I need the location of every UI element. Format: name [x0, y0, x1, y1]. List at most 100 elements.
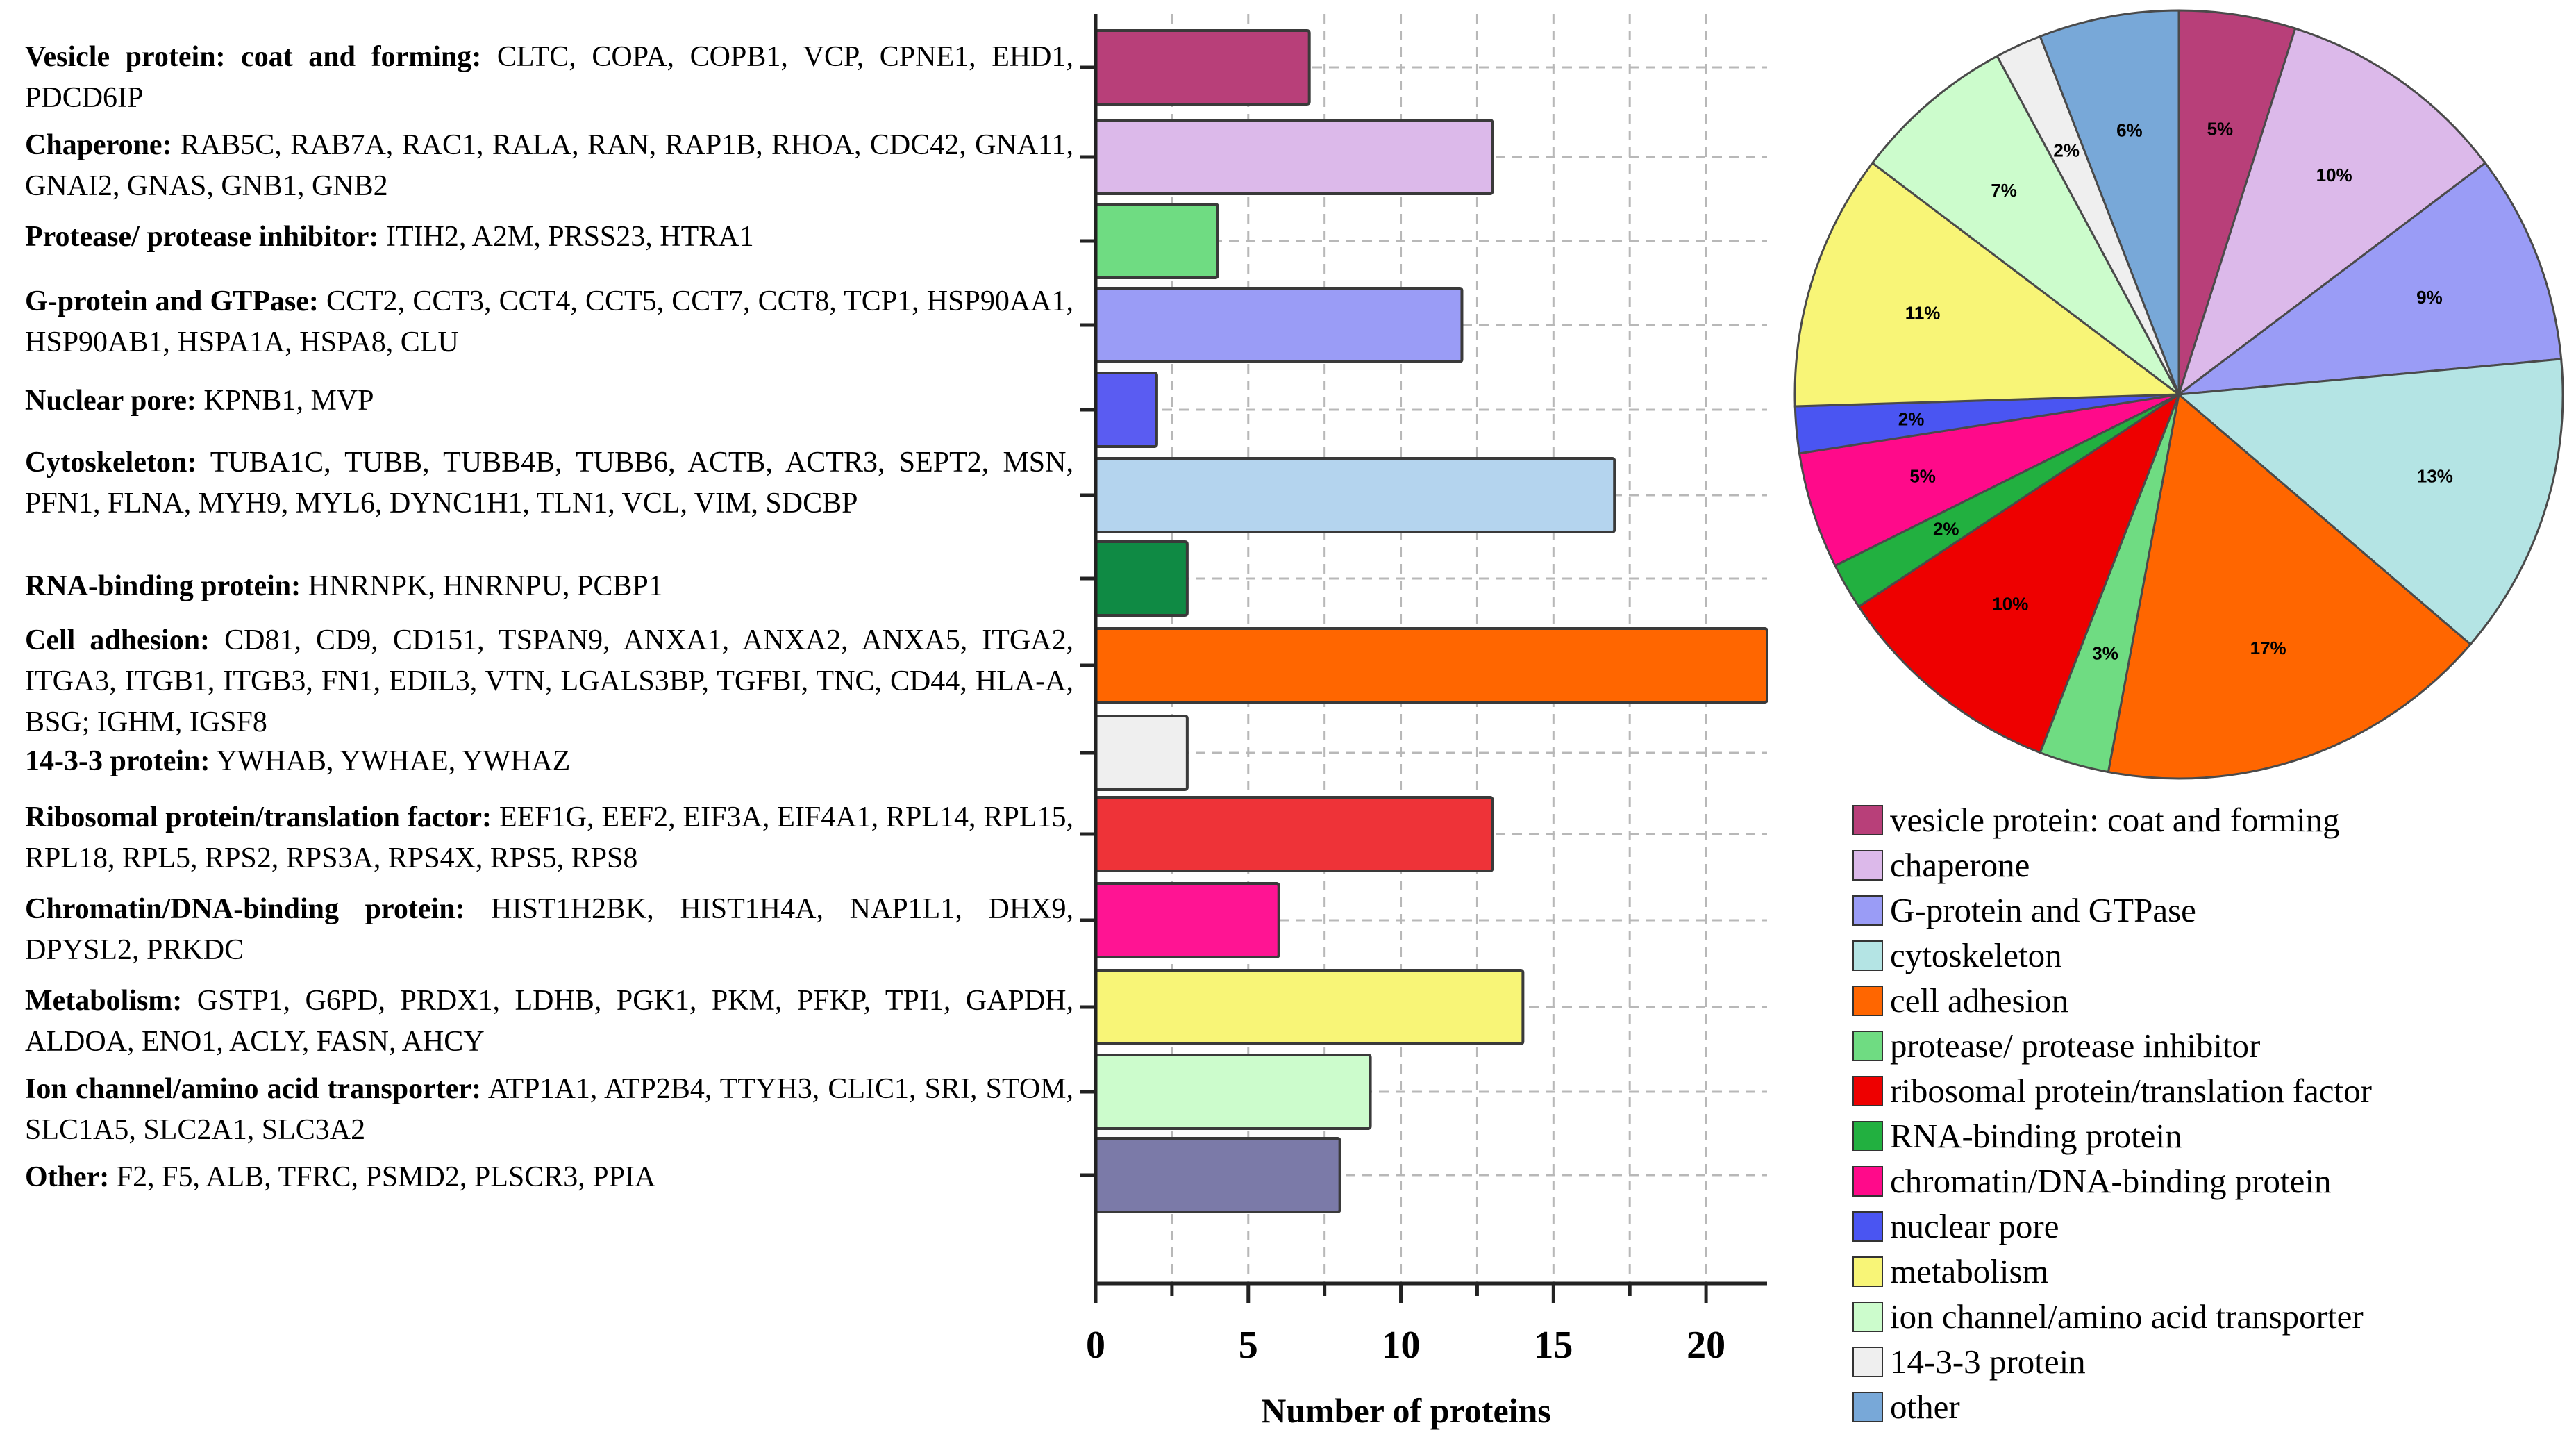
- legend-item: chaperone: [1852, 842, 2575, 888]
- category-name: Cell adhesion:: [25, 624, 210, 656]
- category-genes: ATP1A1, ATP2B4, TTYH3, CLIC1, SRI, STOM,…: [25, 1073, 1074, 1146]
- pie-slice: [2039, 9, 2180, 395]
- legend-swatch: [1852, 1391, 1883, 1422]
- category-genes: TUBA1C, TUBB, TUBB4B, TUBB6, ACTB, ACTR3…: [25, 447, 1074, 519]
- category-label: Cytoskeleton: TUBA1C, TUBB, TUBB4B, TUBB…: [25, 442, 1073, 524]
- category-label: Other: F2, F5, ALB, TFRC, PSMD2, PLSCR3,…: [25, 1157, 1073, 1198]
- legend-item: ribosomal protein/translation factor: [1852, 1068, 2575, 1113]
- pie-slice-label: 5%: [1909, 465, 1936, 486]
- x-axis-label: Number of proteins: [1261, 1391, 1551, 1430]
- legend-swatch: [1852, 1030, 1883, 1061]
- legend-label: metabolism: [1890, 1252, 2049, 1290]
- pie-slice-label: 9%: [2416, 287, 2443, 308]
- category-name: Nuclear pore:: [25, 385, 196, 417]
- legend-swatch: [1852, 1211, 1883, 1242]
- pie-slice: [2177, 27, 2487, 398]
- bar-axes: 0 5 10 15 20: [1080, 14, 1767, 1367]
- category-label-panel: Vesicle protein: coat and forming: CLTC,…: [0, 0, 1083, 1320]
- category-name: Chromatin/DNA-binding protein:: [25, 893, 465, 925]
- pie-slice-label: 3%: [2092, 642, 2118, 663]
- category-label: Vesicle protein: coat and forming: CLTC,…: [25, 37, 1073, 119]
- pie-slice-label: 7%: [1991, 180, 2017, 201]
- legend-label: chaperone: [1890, 846, 2030, 884]
- category-name: G-protein and GTPase:: [25, 285, 319, 317]
- legend-item: vesicle protein: coat and forming: [1852, 797, 2575, 842]
- category-label: Chromatin/DNA-binding protein: HIST1H2BK…: [25, 889, 1073, 971]
- legend-swatch: [1852, 1301, 1883, 1332]
- legend-item: cell adhesion: [1852, 978, 2575, 1023]
- category-label: Chaperone: RAB5C, RAB7A, RAC1, RALA, RAN…: [25, 125, 1073, 207]
- legend-label: RNA-binding protein: [1890, 1117, 2182, 1155]
- category-genes: KPNB1, MVP: [203, 385, 374, 417]
- pie-slice: [2107, 392, 2473, 780]
- legend-swatch: [1852, 895, 1883, 926]
- x-tick-label: 15: [1534, 1324, 1573, 1367]
- legend-swatch: [1852, 849, 1883, 881]
- legend-label: ion channel/amino acid transporter: [1890, 1297, 2364, 1336]
- legend-label: chromatin/DNA-binding protein: [1890, 1162, 2332, 1200]
- pie-labels: 5% 10% 9% 13% 17% 3% 10% 2% 5% 2% 11% 7% 2% 6%: [1898, 118, 2453, 663]
- pie-legend: vesicle protein: coat and forming chapero…: [1852, 797, 2575, 1429]
- pie-slice: [1871, 54, 2180, 396]
- legend-item: cytoskeleton: [1852, 933, 2575, 978]
- legend-item: G-protein and GTPase: [1852, 888, 2575, 933]
- x-tick-label: 10: [1382, 1324, 1421, 1367]
- category-label: Ion channel/amino acid transporter: ATP1…: [25, 1069, 1073, 1151]
- category-genes: HIST1H2BK, HIST1H4A, NAP1L1, DHX9, DPYSL…: [25, 893, 1074, 966]
- legend-item: 14-3-3 protein: [1852, 1339, 2575, 1384]
- category-genes: CLTC, COPA, COPB1, VCP, CPNE1, EHD1, PDC…: [25, 41, 1074, 114]
- legend-item: other: [1852, 1384, 2575, 1429]
- pie-slice: [2175, 161, 2563, 396]
- legend-label: other: [1890, 1388, 1960, 1426]
- category-genes: ITIH2, A2M, PRSS23, HTRA1: [385, 221, 754, 253]
- legend-swatch: [1852, 804, 1883, 835]
- category-name: RNA-binding protein:: [25, 570, 301, 602]
- pie-slice-label: 5%: [2207, 118, 2234, 139]
- category-label: 14-3-3 protein: YWHAB, YWHAE, YWHAZ: [25, 741, 1073, 782]
- legend-item: ion channel/amino acid transporter: [1852, 1294, 2575, 1339]
- pie-slice: [2176, 358, 2564, 646]
- legend-swatch: [1852, 1346, 1883, 1377]
- legend-swatch: [1852, 1120, 1883, 1151]
- category-name: Protease/ protease inhibitor:: [25, 221, 379, 253]
- category-genes: F2, F5, ALB, TFRC, PSMD2, PLSCR3, PPIA: [116, 1161, 656, 1193]
- pie-slice-label: 10%: [2316, 165, 2352, 185]
- legend-item: metabolism: [1852, 1249, 2575, 1294]
- category-label: Nuclear pore: KPNB1, MVP: [25, 381, 1073, 422]
- legend-label: nuclear pore: [1890, 1207, 2059, 1245]
- category-genes: GSTP1, G6PD, PRDX1, LDHB, PGK1, PKM, PFK…: [25, 985, 1074, 1058]
- legend-swatch: [1852, 985, 1883, 1016]
- pie-slice-label: 10%: [1992, 594, 2028, 615]
- legend-swatch: [1852, 1075, 1883, 1106]
- category-name: Metabolism:: [25, 985, 183, 1017]
- legend-label: cytoskeleton: [1890, 936, 2062, 974]
- category-genes: RAB5C, RAB7A, RAC1, RALA, RAN, RAP1B, RH…: [25, 129, 1074, 202]
- category-genes: CD81, CD9, CD151, TSPAN9, ANXA1, ANXA2, …: [25, 624, 1074, 738]
- pie-slice-label: 6%: [2116, 119, 2143, 140]
- legend-item: nuclear pore: [1852, 1204, 2575, 1249]
- legend-label: G-protein and GTPase: [1890, 891, 2196, 929]
- category-name: Other:: [25, 1161, 110, 1193]
- legend-label: protease/ protease inhibitor: [1890, 1026, 2261, 1065]
- legend-label: ribosomal protein/translation factor: [1890, 1072, 2372, 1110]
- pie-slice-label: 2%: [1933, 519, 1959, 540]
- legend-item: chromatin/DNA-binding protein: [1852, 1158, 2575, 1204]
- pie-slice: [1857, 392, 2182, 754]
- legend-swatch: [1852, 940, 1883, 971]
- category-genes: EEF1G, EEF2, EIF3A, EIF4A1, RPL14, RPL15…: [25, 801, 1074, 874]
- pie-slice-label: 13%: [2417, 465, 2453, 486]
- pie-slice-label: 11%: [1905, 303, 1941, 324]
- category-name: Ion channel/amino acid transporter:: [25, 1073, 482, 1105]
- category-label: Cell adhesion: CD81, CD9, CD151, TSPAN9,…: [25, 620, 1073, 743]
- category-genes: YWHAB, YWHAE, YWHAZ: [216, 745, 571, 777]
- pie-slice: [1798, 393, 2180, 567]
- category-label: G-protein and GTPase: CCT2, CCT3, CCT4, …: [25, 281, 1073, 363]
- pie-slice-label: 2%: [2053, 140, 2080, 160]
- category-name: Chaperone:: [25, 129, 172, 161]
- pie-slice-label: 17%: [2250, 638, 2286, 658]
- legend-swatch: [1852, 1256, 1883, 1287]
- legend-label: cell adhesion: [1890, 981, 2069, 1020]
- category-name: Cytoskeleton:: [25, 447, 197, 479]
